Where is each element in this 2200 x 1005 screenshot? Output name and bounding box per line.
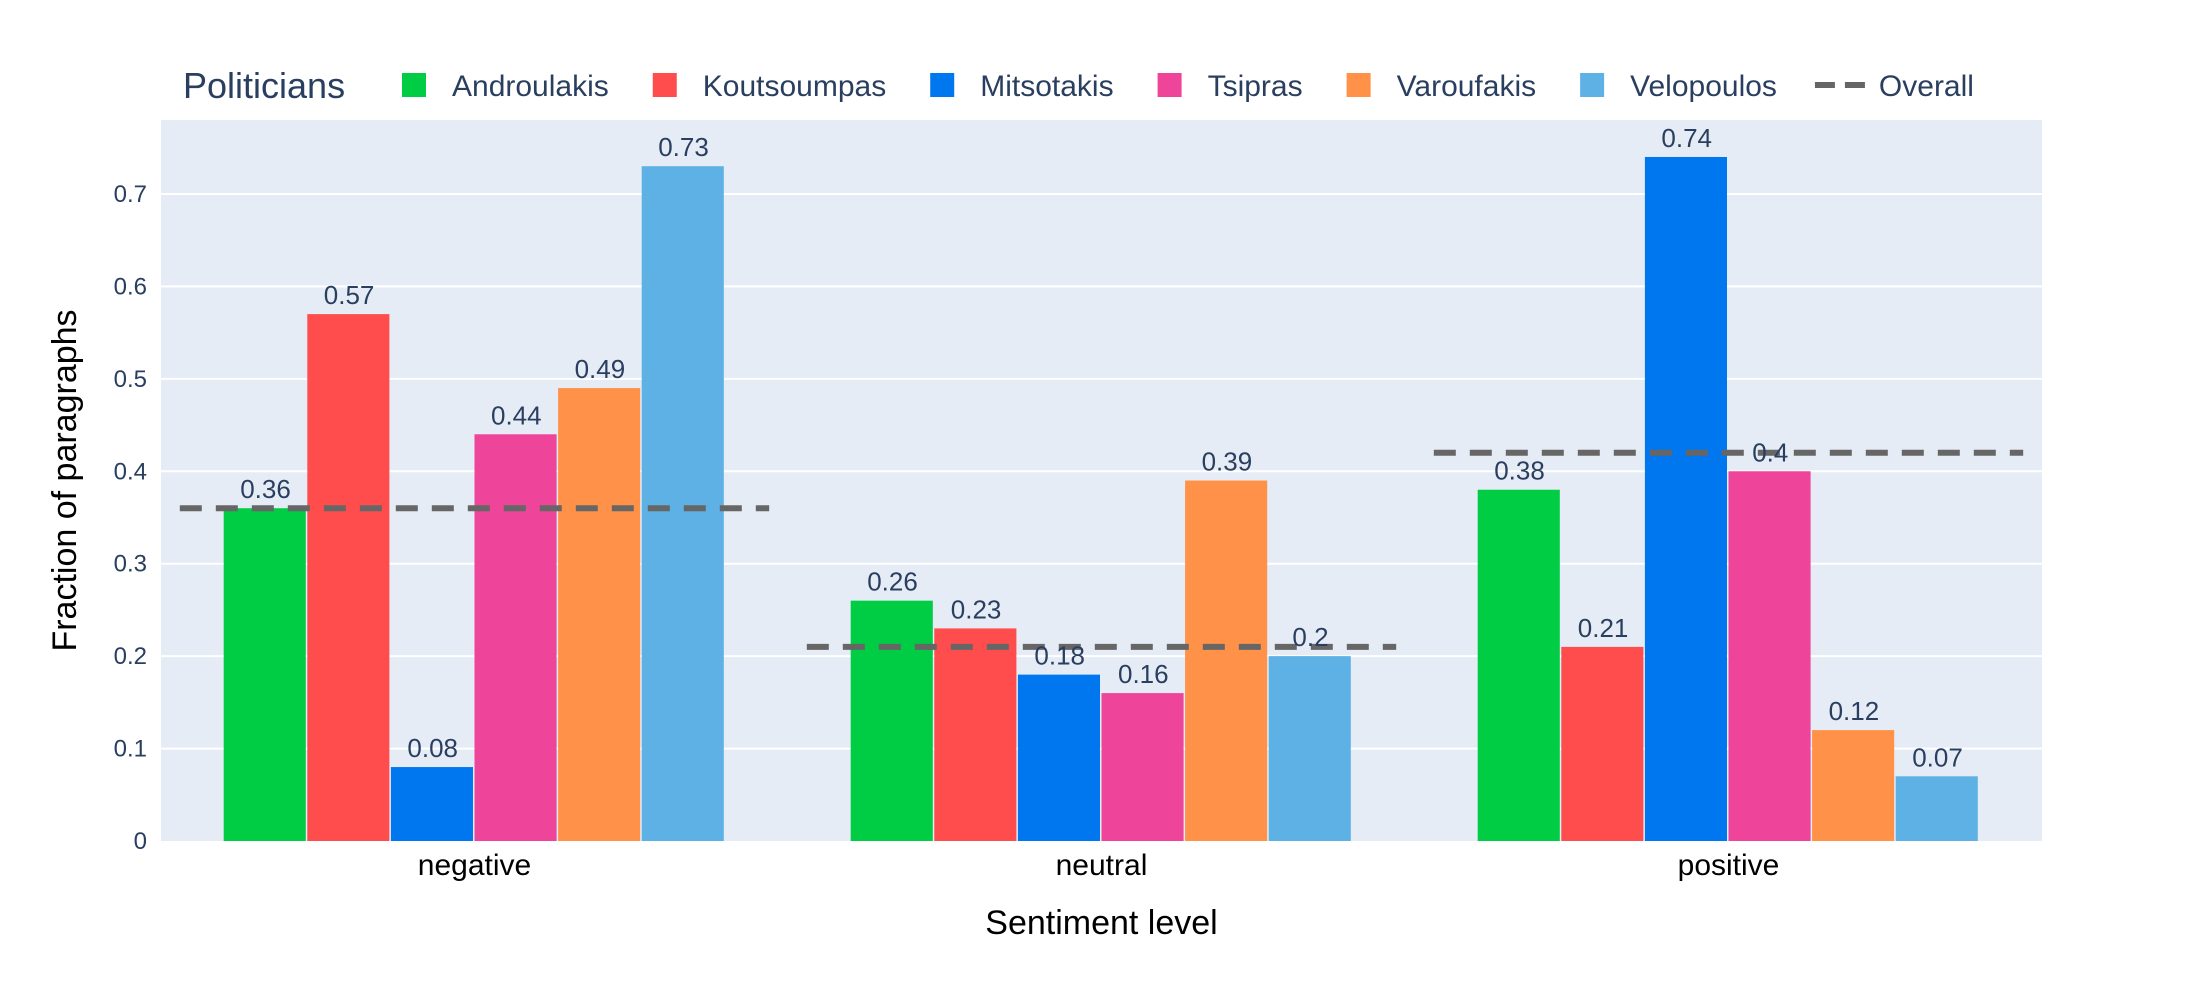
bar-koutsoumpas-neutral [934,628,1017,841]
y-tick-label: 0.3 [114,551,147,578]
bar-value-label: 0.18 [1034,641,1085,671]
bar-tsipras-negative [474,434,557,841]
bar-value-label: 0.74 [1661,123,1712,153]
bar-mitsotakis-neutral [1017,674,1100,841]
bar-tsipras-positive [1728,471,1811,841]
legend-label: Tsipras [1208,70,1303,103]
bar-value-label: 0.12 [1829,696,1880,726]
bar-value-label: 0.39 [1202,447,1253,477]
legend-label: Velopoulos [1630,70,1777,103]
y-axis-title: Fraction of paragraphs [46,309,84,651]
bar-labels: 0.36 0.57 0.08 0.44 0.49 0.73 0.26 0.23 0.18 0.16… [240,123,1963,772]
bar-koutsoumpas-negative [307,314,390,842]
legend-label: Mitsotakis [980,70,1113,103]
y-tick-label: 0.5 [114,366,147,393]
y-axis-ticks: 0 0.1 0.2 0.3 0.4 0.5 0.6 0.7 [114,181,147,855]
bar-value-label: 0.21 [1578,613,1629,643]
bar-value-label: 0.44 [491,400,542,430]
bar-koutsoumpas-positive [1561,646,1644,841]
bar-value-label: 0.73 [658,132,709,162]
y-tick-label: 0.2 [114,643,147,670]
x-axis-categories: negative neutral positive [418,849,1780,882]
y-tick-label: 0.6 [114,273,147,300]
legend-label: Varoufakis [1397,70,1537,103]
y-tick-label: 0.4 [114,458,147,485]
bars [223,156,1978,842]
bar-mitsotakis-negative [390,767,473,841]
legend-title: Politicians [183,65,345,106]
legend-swatch-velopoulos [1580,73,1605,97]
legend-label: Overall [1879,70,1974,103]
bar-value-label: 0.57 [324,280,375,310]
bar-varoufakis-negative [558,388,641,841]
bar-value-label: 0.07 [1912,742,1963,772]
bar-value-label: 0.38 [1494,456,1545,486]
legend-swatch-tsipras [1157,73,1182,97]
bar-velopoulos-neutral [1268,656,1351,841]
legend: Politicians Androulakis Koutsoumpas Mitsot… [183,65,1974,106]
bar-velopoulos-negative [641,166,724,841]
bar-mitsotakis-positive [1644,156,1727,841]
legend-swatch-androulakis [402,73,426,97]
y-tick-label: 0.1 [114,736,147,763]
x-category-label: positive [1678,849,1780,882]
x-category-label: neutral [1056,849,1148,882]
bar-tsipras-neutral [1101,693,1184,841]
bar-androulakis-positive [1477,489,1560,841]
bar-value-label: 0.23 [951,594,1002,624]
x-axis-title: Sentiment level [985,904,1217,942]
bar-varoufakis-positive [1812,730,1895,841]
legend-label: Androulakis [452,70,609,103]
bar-varoufakis-neutral [1185,480,1268,841]
overall-lines [179,449,2024,650]
bar-value-label: 0.4 [1752,437,1788,467]
y-tick-label: 0 [134,828,147,855]
bar-androulakis-negative [223,508,306,841]
bar-velopoulos-positive [1895,776,1978,841]
bar-value-label: 0.16 [1118,659,1169,689]
legend-swatch-koutsoumpas [652,73,677,97]
legend-swatch-varoufakis [1346,73,1371,97]
bar-value-label: 0.49 [575,354,626,384]
legend-label: Koutsoumpas [703,70,886,103]
bar-value-label: 0.36 [240,474,291,504]
y-tick-label: 0.7 [114,181,147,208]
legend-swatch-mitsotakis [930,73,955,97]
x-category-label: negative [418,849,531,882]
bar-value-label: 0.26 [867,567,918,597]
bar-androulakis-neutral [850,600,933,841]
bar-value-label: 0.08 [407,733,458,763]
bar-value-label: 0.2 [1292,622,1328,652]
